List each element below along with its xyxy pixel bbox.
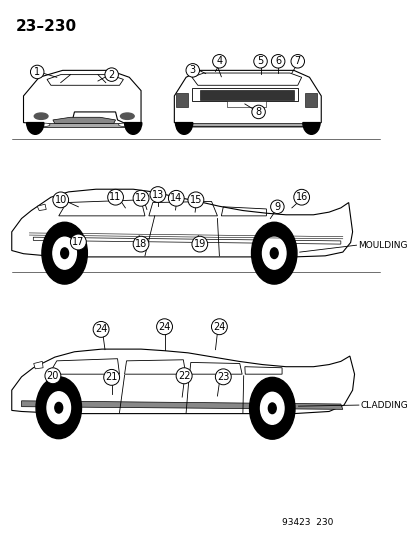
Polygon shape [21, 401, 342, 409]
Polygon shape [176, 123, 318, 126]
Polygon shape [53, 117, 115, 124]
Text: 8: 8 [255, 107, 261, 117]
Text: 14: 14 [170, 193, 182, 203]
Wedge shape [26, 123, 44, 134]
Text: 22: 22 [178, 371, 190, 381]
Circle shape [260, 392, 283, 424]
Text: 3: 3 [189, 66, 195, 75]
Text: 21: 21 [105, 373, 118, 382]
Circle shape [53, 237, 76, 269]
Text: 24: 24 [95, 325, 107, 334]
Bar [304, 93, 316, 107]
Text: 18: 18 [135, 239, 147, 249]
Text: 23: 23 [216, 372, 229, 382]
Circle shape [47, 392, 70, 424]
Text: 13: 13 [152, 190, 164, 199]
Circle shape [61, 248, 69, 259]
Circle shape [55, 402, 62, 413]
Text: 24: 24 [158, 322, 170, 332]
Text: 2: 2 [108, 70, 114, 79]
Wedge shape [302, 123, 319, 134]
Text: MOULDING: MOULDING [358, 241, 407, 249]
Circle shape [36, 377, 81, 439]
Ellipse shape [118, 123, 128, 126]
Text: 23–230: 23–230 [16, 19, 76, 34]
Circle shape [251, 222, 296, 284]
Polygon shape [37, 204, 46, 211]
Polygon shape [33, 361, 43, 369]
Bar [176, 93, 188, 107]
Circle shape [262, 237, 285, 269]
Text: CLADDING: CLADDING [360, 401, 407, 409]
Text: 1: 1 [34, 67, 40, 77]
Polygon shape [199, 90, 293, 100]
Wedge shape [124, 123, 142, 134]
Circle shape [270, 248, 278, 259]
Text: 6: 6 [274, 56, 280, 66]
Text: 4: 4 [216, 56, 222, 66]
Ellipse shape [34, 113, 48, 119]
Ellipse shape [40, 123, 50, 126]
Polygon shape [29, 123, 139, 127]
Text: 93423  230: 93423 230 [281, 518, 332, 527]
Wedge shape [175, 123, 192, 134]
Polygon shape [227, 101, 266, 107]
Circle shape [268, 403, 275, 414]
Circle shape [42, 222, 87, 284]
Text: 15: 15 [189, 195, 202, 205]
Text: 24: 24 [213, 322, 225, 332]
Ellipse shape [120, 113, 134, 119]
Text: 10: 10 [55, 195, 66, 205]
Text: 12: 12 [135, 193, 147, 203]
Circle shape [249, 377, 294, 439]
Text: 9: 9 [274, 202, 280, 212]
Text: 20: 20 [47, 371, 59, 381]
Text: 17: 17 [72, 237, 84, 247]
Text: 7: 7 [294, 56, 300, 66]
Text: 16: 16 [295, 192, 307, 202]
Text: 19: 19 [193, 239, 205, 249]
Text: 11: 11 [109, 192, 121, 202]
Text: 5: 5 [257, 56, 263, 66]
